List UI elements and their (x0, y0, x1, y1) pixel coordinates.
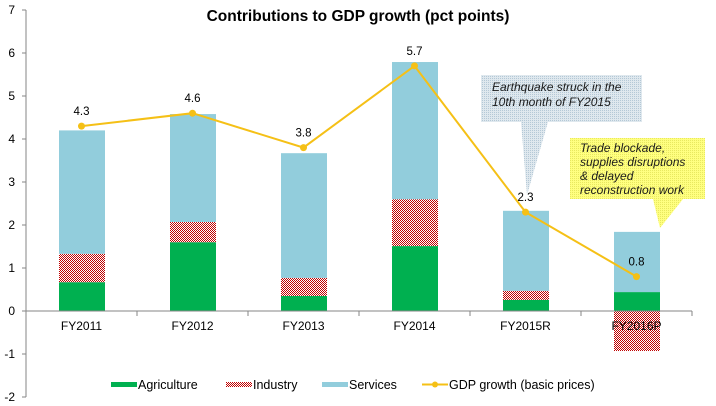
y-tick-label: -2 (4, 390, 15, 401)
gdp-line: 4.3 4.6 3.8 5.7 2.3 0.8 (74, 46, 645, 281)
bar-agriculture-fy2013 (281, 295, 327, 311)
gdp-data-label: 3.8 (296, 128, 312, 140)
y-axis: -2 -1 0 1 2 3 4 5 6 7 (4, 3, 27, 404)
callout-trade-shape (570, 138, 705, 228)
bar-industry-fy2011 (59, 253, 105, 283)
bar-industry-fy2014 (392, 199, 438, 247)
legend-swatch-services (322, 382, 348, 387)
bar-agriculture-fy2014 (392, 246, 438, 311)
legend: Agriculture Industry Services GDP growth (b… (111, 378, 595, 392)
callout-trade-text: reconstruction work (580, 183, 685, 197)
callout-trade-text: supplies disruptions (580, 155, 685, 169)
x-tick-label: FY2014 (393, 319, 435, 333)
callout-trade-text: Trade blockade, (580, 141, 665, 155)
gdp-data-label: 5.7 (407, 46, 423, 58)
gdp-data-label: 0.8 (629, 257, 645, 269)
bar-agriculture-fy2016p (614, 292, 660, 311)
gdp-point-fy2015r (522, 208, 529, 216)
bar-agriculture-fy2015r (503, 299, 549, 311)
y-tick-label: 5 (8, 89, 15, 103)
x-tick-label: FY2011 (61, 319, 102, 333)
y-tick-label: -1 (4, 347, 15, 361)
y-tick-label: 7 (8, 3, 15, 17)
gdp-growth-line (81, 64, 638, 278)
gdp-point-fy2012 (189, 109, 196, 117)
bar-services-fy2016p (614, 231, 660, 293)
gdp-data-label: 2.3 (518, 192, 534, 204)
bar-agriculture-fy2011 (59, 282, 105, 311)
bars (59, 62, 660, 351)
y-tick-label: 6 (8, 46, 15, 60)
bar-services-fy2014 (392, 62, 438, 200)
y-tick-label: 0 (8, 304, 15, 318)
x-axis: FY2011 FY2012 FY2013 FY2014 FY2015R FY2016P (25, 310, 693, 333)
x-tick-label: FY2015R (500, 319, 551, 333)
bar-services-fy2012 (170, 114, 216, 222)
callout-earthquake-text: Earthquake struck in the (492, 80, 622, 94)
callout-earthquake-text: 10th month of FY2015 (492, 95, 611, 109)
bar-services-fy2015r (503, 210, 549, 291)
gdp-data-label: 4.6 (185, 93, 201, 105)
legend-label-agriculture: Agriculture (138, 378, 198, 392)
bar-services-fy2013 (281, 153, 327, 278)
gdp-point-fy2014 (411, 62, 418, 70)
callout-trade-text: & delayed (580, 169, 634, 183)
legend-swatch-agriculture (111, 382, 137, 387)
gdp-point-fy2016p (633, 273, 640, 281)
chart-title: Contributions to GDP growth (pct points) (207, 8, 510, 25)
y-tick-label: 4 (8, 132, 15, 146)
bar-agriculture-fy2012 (170, 242, 216, 311)
gdp-data-label: 4.3 (74, 106, 90, 118)
legend-swatch-industry (226, 382, 252, 387)
gdp-point-fy2013 (300, 144, 307, 152)
legend-label-services: Services (349, 378, 397, 392)
gdp-point-fy2011 (78, 122, 85, 130)
bar-industry-fy2013 (281, 277, 327, 296)
x-tick-label: FY2016P (611, 319, 661, 333)
x-tick-label: FY2013 (282, 319, 324, 333)
legend-marker-gdp-growth-basic-prices (432, 381, 438, 388)
bar-industry-fy2012 (170, 221, 216, 243)
y-tick-label: 1 (8, 261, 15, 275)
bar-industry-fy2015r (503, 290, 549, 300)
x-tick-label: FY2012 (171, 319, 213, 333)
y-tick-label: 2 (8, 218, 15, 232)
callout-earthquake-shape (481, 75, 642, 195)
legend-label-industry: Industry (253, 378, 298, 392)
y-tick-label: 3 (8, 175, 15, 189)
legend-label-gdp-growth-basic-prices: GDP growth (basic prices) (449, 378, 595, 392)
bar-industry-fy2016p (614, 311, 660, 351)
bar-services-fy2011 (59, 130, 105, 254)
